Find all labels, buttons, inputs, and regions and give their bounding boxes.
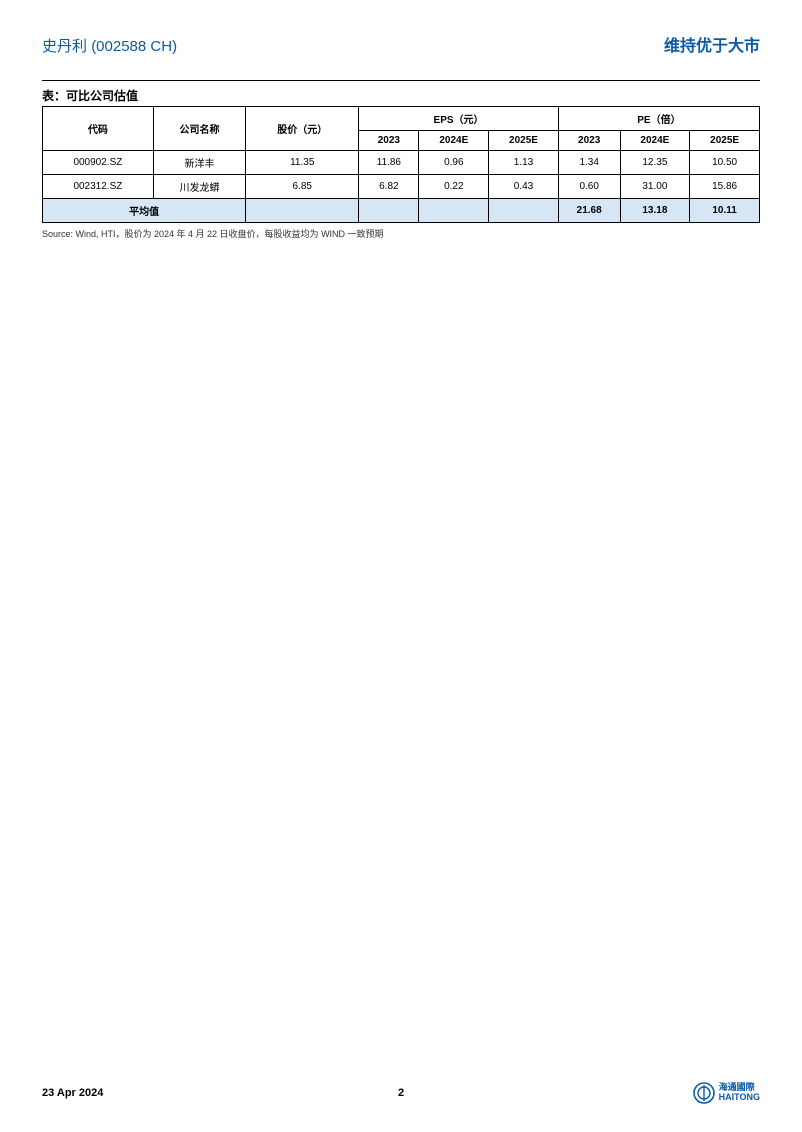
cell-code: 002312.SZ <box>43 175 154 199</box>
avg-pe2024e: 13.18 <box>620 199 690 223</box>
cell-eps2025e: 1.13 <box>489 151 559 175</box>
cell-price: 6.85 <box>246 175 359 199</box>
cell-eps2023: 6.82 <box>359 175 419 199</box>
col-pe-group: PE（倍） <box>558 107 759 131</box>
cell-company: 川发龙蟒 <box>153 175 245 199</box>
table-row: 002312.SZ 川发龙蟒 6.85 6.82 0.22 0.43 0.60 … <box>43 175 760 199</box>
col-code: 代码 <box>43 107 154 151</box>
avg-label: 平均值 <box>43 199 246 223</box>
ticker: (002588 CH) <box>91 38 177 55</box>
cell-pe2024e: 31.00 <box>620 175 690 199</box>
col-price: 股价（元） <box>246 107 359 151</box>
col-eps-group: EPS（元） <box>359 107 559 131</box>
cell-pe2025e: 15.86 <box>690 175 760 199</box>
cell-pe2023: 0.60 <box>558 175 620 199</box>
col-eps-2024e: 2024E <box>419 131 489 151</box>
header-left: 史丹利 (002588 CH) <box>42 35 177 56</box>
logo-en: HAITONG <box>719 1093 760 1103</box>
table-row-average: 平均值 21.68 13.18 10.11 <box>43 199 760 223</box>
avg-empty-eps2023 <box>359 199 419 223</box>
cell-pe2025e: 10.50 <box>690 151 760 175</box>
cell-eps2025e: 0.43 <box>489 175 559 199</box>
cell-company: 新洋丰 <box>153 151 245 175</box>
avg-empty-eps2024e <box>419 199 489 223</box>
table-title: 表：可比公司估值 <box>42 87 760 104</box>
avg-empty-eps2025e <box>489 199 559 223</box>
avg-pe2025e: 10.11 <box>690 199 760 223</box>
cell-code: 000902.SZ <box>43 151 154 175</box>
table-header-row-1: 代码 公司名称 股价（元） EPS（元） PE（倍） <box>43 107 760 131</box>
col-pe-2025e: 2025E <box>690 131 760 151</box>
cell-pe2024e: 12.35 <box>620 151 690 175</box>
company-name: 史丹利 <box>42 38 87 55</box>
page-header: 史丹利 (002588 CH) 维持优于大市 <box>0 0 802 56</box>
cell-pe2023: 1.34 <box>558 151 620 175</box>
cell-eps2024e: 0.96 <box>419 151 489 175</box>
rating: 维持优于大市 <box>664 32 760 56</box>
table-row: 000902.SZ 新洋丰 11.35 11.86 0.96 1.13 1.34… <box>43 151 760 175</box>
col-pe-2023: 2023 <box>558 131 620 151</box>
col-eps-2025e: 2025E <box>489 131 559 151</box>
cell-eps2023: 11.86 <box>359 151 419 175</box>
footer-date: 23 Apr 2024 <box>42 1087 103 1099</box>
avg-empty-price <box>246 199 359 223</box>
valuation-table-wrap: 代码 公司名称 股价（元） EPS（元） PE（倍） 2023 2024E 20… <box>42 106 760 223</box>
col-eps-2023: 2023 <box>359 131 419 151</box>
valuation-table: 代码 公司名称 股价（元） EPS（元） PE（倍） 2023 2024E 20… <box>42 106 760 223</box>
haitong-logo-icon <box>693 1082 715 1104</box>
header-rule <box>42 80 760 81</box>
avg-pe2023: 21.68 <box>558 199 620 223</box>
col-pe-2024e: 2024E <box>620 131 690 151</box>
page-number: 2 <box>398 1087 404 1099</box>
col-company: 公司名称 <box>153 107 245 151</box>
haitong-logo: 海通國際 HAITONG <box>693 1082 760 1104</box>
cell-eps2024e: 0.22 <box>419 175 489 199</box>
page-footer: 23 Apr 2024 2 海通國際 HAITONG <box>0 1082 802 1104</box>
logo-text: 海通國際 HAITONG <box>719 1083 760 1103</box>
cell-price: 11.35 <box>246 151 359 175</box>
table-source: Source: Wind, HTI，股价为 2024 年 4 月 22 日收盘价… <box>42 227 760 240</box>
